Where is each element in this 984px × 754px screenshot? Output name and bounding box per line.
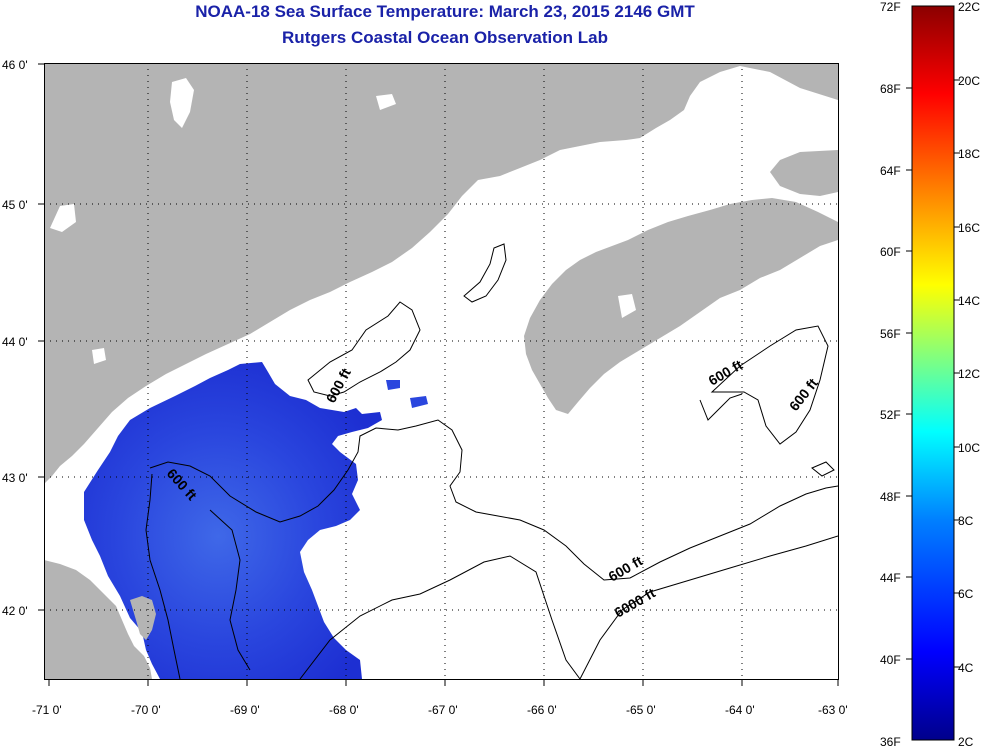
lake [50,204,76,232]
contour-6000ft-shelf [579,535,838,679]
latitude-label: 45 0' [2,198,28,212]
longitude-label: -66 0' [527,703,557,717]
colorbar-label-f: 40F [880,653,901,667]
colorbar-label-c: 20C [958,74,980,88]
lake [92,348,106,364]
map-frame [44,63,839,680]
latitude-label: 43 0' [2,471,28,485]
longitude-label: -69 0' [230,703,260,717]
colorbar-label-c: 6C [958,587,974,601]
land-nova-scotia [770,150,838,196]
longitude-label: -67 0' [428,703,458,717]
colorbar-label-f: 44F [880,571,901,585]
sst-data-region [84,362,382,679]
land-mainland [44,63,838,484]
longitude-label: -65 0' [626,703,656,717]
contour-6000ft [299,555,581,679]
longitude-label: -70 0' [131,703,161,717]
latitude-label: 46 0' [2,58,28,72]
colorbar-label-f: 52F [880,408,901,422]
colorbar-label-c: 22C [958,0,980,14]
colorbar-label-c: 8C [958,514,974,528]
lake [618,294,636,318]
contour-600ft-northshelf [307,301,421,397]
colorbar-label-c: 12C [958,367,980,381]
colorbar-label-c: 16C [958,221,980,235]
colorbar-label-c: 14C [958,294,980,308]
land-nova-scotia [524,198,838,414]
latitude-label: 42 0' [2,604,28,618]
colorbar-label-f: 68F [880,82,901,96]
land-cape-cod [44,560,152,679]
contour-600ft-georges [149,419,838,581]
latitude-label: 44 0' [2,335,28,349]
colorbar-label-f: 64F [880,164,901,178]
colorbar-label-f: 72F [880,0,901,14]
colorbar-label-f: 36F [880,735,901,749]
colorbar-label-f: 56F [880,327,901,341]
longitude-label: -71 0' [32,703,62,717]
colorbar-label-c: 18C [958,147,980,161]
colorbar-label-c: 4C [958,661,974,675]
lake [170,78,194,128]
colorbar-label-c: 10C [958,441,980,455]
contour-600ft-east [710,325,829,445]
sst-data-patch [386,380,400,390]
colorbar-label-f: 48F [880,490,901,504]
longitude-label: -68 0' [329,703,359,717]
colorbar [911,5,955,741]
contour-600ft-bay [811,461,835,477]
contour-600ft-basin [209,509,251,671]
longitude-label: -64 0' [725,703,755,717]
colorbar-label-c: 2C [958,735,974,749]
lake [376,94,396,110]
colorbar-label-f: 60F [880,245,901,259]
contour-600ft-east2 [699,393,743,421]
land-cape-cod-arm [130,596,156,640]
contour-600ft-inner [145,473,181,679]
map-subtitle: Rutgers Coastal Ocean Observation Lab [282,28,608,47]
longitude-label: -63 0' [818,703,848,717]
map-title: NOAA-18 Sea Surface Temperature: March 2… [195,2,695,21]
sst-data-patch [410,396,428,408]
contour-600ft-gulf [463,243,507,303]
